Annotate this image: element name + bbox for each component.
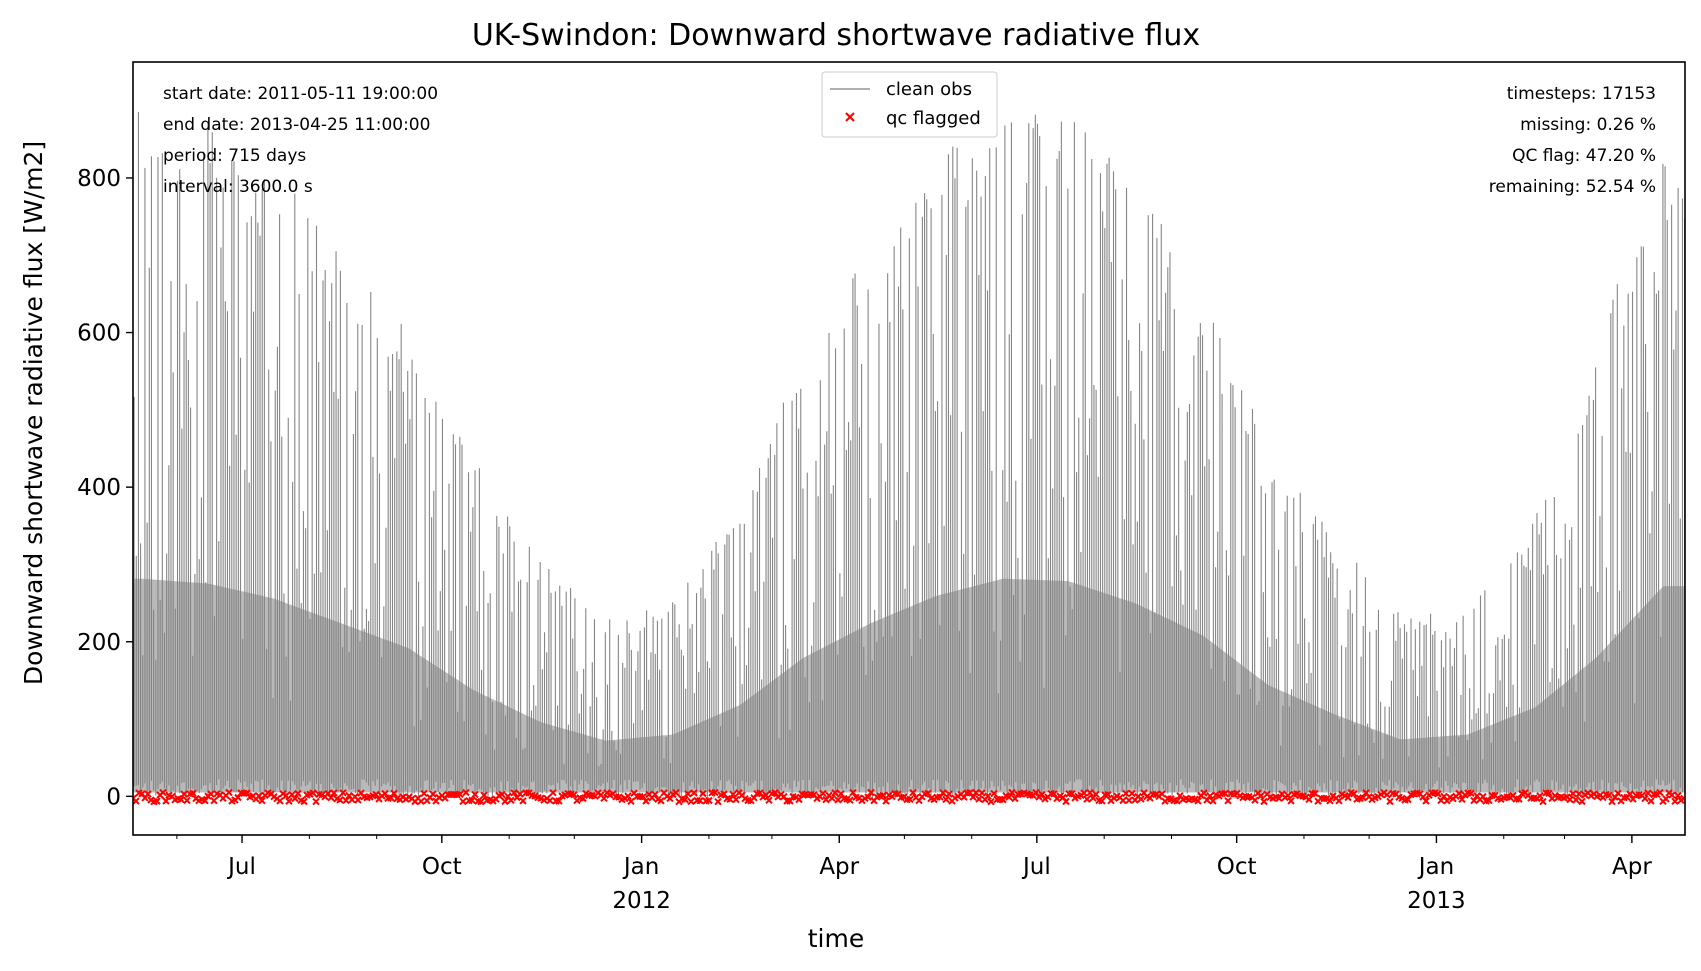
y-axis-label: Downward shortwave radiative flux [W/m2] [19, 141, 48, 685]
legend-qc-flagged-label: qc flagged [886, 108, 981, 129]
plot-frame [132, 61, 1686, 836]
x-tick-label: Jul [1021, 854, 1051, 880]
x-tick-label: Apr [1612, 854, 1652, 880]
x-tick-label: Oct [422, 854, 462, 880]
period-text: period: 715 days [163, 146, 306, 166]
x-tick-label: Jan [1417, 854, 1454, 880]
y-tick-label: 0 [106, 784, 121, 810]
x-tick-label: Apr [819, 854, 859, 880]
y-tick-label: 400 [77, 475, 121, 501]
start-date-text: start date: 2011-05-11 19:00:00 [163, 84, 438, 104]
y-tick-label: 800 [77, 166, 121, 192]
legend-frame [821, 71, 998, 138]
missing-text: missing: 0.26 % [1520, 115, 1656, 135]
y-axis: 0 200 400 600 800 [77, 166, 133, 810]
qc-flagged-markers [133, 788, 1685, 806]
legend: clean obs qc flagged [821, 71, 998, 138]
stats-annotation-right: timesteps: 17153 missing: 0.26 % QC flag… [1489, 84, 1656, 197]
y-tick-label: 600 [77, 321, 121, 347]
x-axis-label: time [808, 924, 864, 953]
end-date-text: end date: 2013-04-25 11:00:00 [163, 115, 430, 135]
x-tick-label: Oct [1217, 854, 1257, 880]
legend-clean-obs-label: clean obs [886, 79, 972, 100]
x-tick-year-label: 2012 [612, 888, 671, 914]
remaining-text: remaining: 52.54 % [1489, 177, 1656, 197]
x-axis: Jul Oct Jan 2012 Apr Jul Oct Jan 2013 Apr [176, 835, 1652, 914]
plot-area [133, 112, 1685, 806]
legend-qc-flagged-swatch [845, 112, 855, 122]
timesteps-text: timesteps: 17153 [1507, 84, 1656, 104]
interval-text: interval: 3600.0 s [163, 177, 313, 197]
y-tick-label: 200 [77, 630, 121, 656]
chart-title: UK-Swindon: Downward shortwave radiative… [472, 18, 1200, 53]
qc-flag-text: QC flag: 47.20 % [1512, 146, 1656, 166]
x-tick-year-label: 2013 [1407, 888, 1466, 914]
clean-obs-density [133, 578, 1685, 793]
stats-annotation-left: start date: 2011-05-11 19:00:00 end date… [163, 84, 438, 197]
x-tick-label: Jul [226, 854, 256, 880]
x-tick-label: Jan [622, 854, 659, 880]
